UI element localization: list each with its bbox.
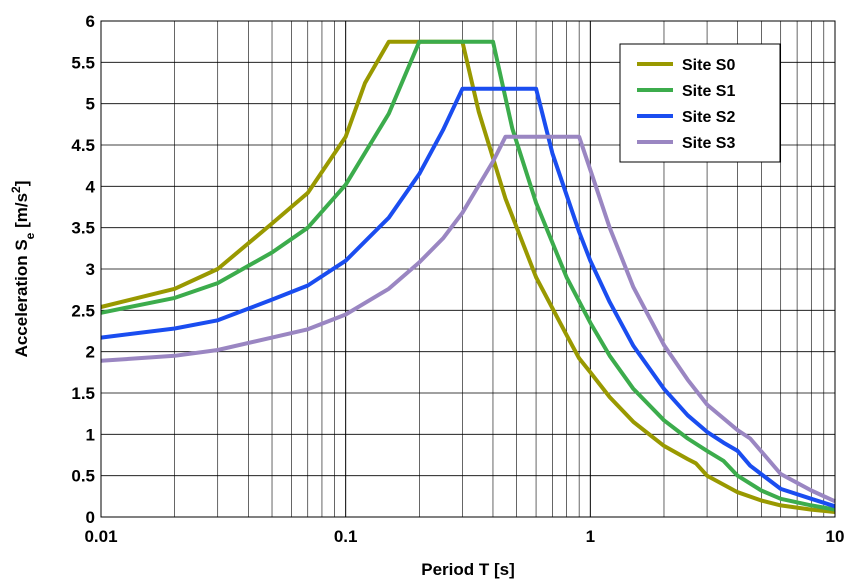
series-line <box>100 86 836 509</box>
x-tick-label: 0.1 <box>334 527 358 546</box>
legend-label: Site S1 <box>682 83 735 100</box>
legend-label: Site S0 <box>682 57 735 74</box>
plot-border <box>100 20 836 518</box>
legend-label: Site S3 <box>682 135 735 152</box>
y-axis-title-pre: Acceleration S <box>12 239 31 357</box>
legend-label: Site S2 <box>682 109 735 126</box>
x-tick-label: 1 <box>586 527 595 546</box>
x-tick-label: 0.01 <box>84 527 117 546</box>
x-tick-labels: 0.01 0.1 1 10 <box>84 527 844 546</box>
y-tick-label: 1.5 <box>71 384 95 403</box>
y-axis-title: Acceleration Se [m/s2] <box>9 181 37 358</box>
y-tick-label: 3 <box>86 260 95 279</box>
legend: Site S0 Site S1 Site S2 Site S3 <box>619 43 781 163</box>
x-tick-label: 10 <box>826 527 845 546</box>
series-line <box>100 134 836 504</box>
series-line <box>100 39 836 512</box>
y-axis-title-superscript: 2 <box>9 186 23 193</box>
y-tick-labels: 0 0.5 1 1.5 2 2.5 3 3.5 4 4.5 5 5.5 6 <box>71 12 95 527</box>
y-axis-title-subscript: e <box>23 232 37 239</box>
y-tick-label: 4.5 <box>71 136 95 155</box>
y-tick-label: 3.5 <box>71 219 95 238</box>
y-tick-label: 2.5 <box>71 301 95 320</box>
y-tick-label: 4 <box>86 177 96 196</box>
y-tick-label: 5 <box>86 95 95 114</box>
series-layer <box>100 39 836 514</box>
y-tick-label: 1 <box>86 425 95 444</box>
x-axis-title: Period T [s] <box>421 560 515 579</box>
y-axis-title-post: ] <box>12 181 31 187</box>
legend-entries: Site S0 Site S1 Site S2 Site S3 <box>637 57 735 152</box>
y-tick-label: 6 <box>86 12 95 31</box>
series-line <box>100 39 836 514</box>
y-tick-label: 5.5 <box>71 53 95 72</box>
y-axis-title-mid: [m/s <box>12 193 31 233</box>
y-tick-label: 0.5 <box>71 467 95 486</box>
y-tick-label: 2 <box>86 343 95 362</box>
y-tick-label: 0 <box>86 508 95 527</box>
